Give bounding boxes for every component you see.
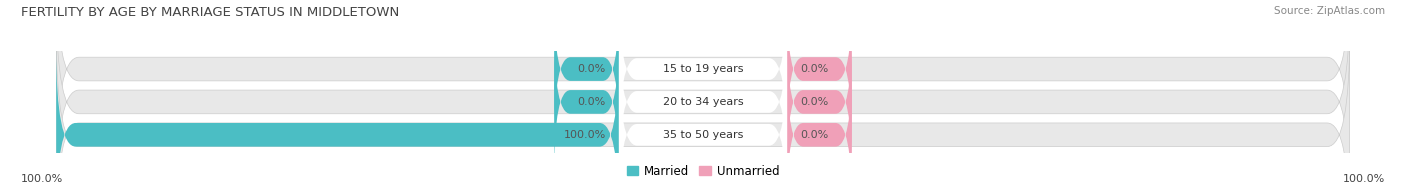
FancyBboxPatch shape	[619, 21, 787, 183]
FancyBboxPatch shape	[56, 48, 619, 196]
FancyBboxPatch shape	[56, 0, 1350, 172]
FancyBboxPatch shape	[787, 32, 852, 172]
Text: 100.0%: 100.0%	[564, 130, 606, 140]
Text: 0.0%: 0.0%	[578, 64, 606, 74]
FancyBboxPatch shape	[56, 0, 1350, 196]
Text: 0.0%: 0.0%	[578, 97, 606, 107]
Legend: Married, Unmarried: Married, Unmarried	[621, 160, 785, 182]
FancyBboxPatch shape	[619, 0, 787, 150]
FancyBboxPatch shape	[619, 54, 787, 196]
Text: 20 to 34 years: 20 to 34 years	[662, 97, 744, 107]
Text: 0.0%: 0.0%	[800, 64, 828, 74]
FancyBboxPatch shape	[787, 64, 852, 196]
Text: FERTILITY BY AGE BY MARRIAGE STATUS IN MIDDLETOWN: FERTILITY BY AGE BY MARRIAGE STATUS IN M…	[21, 6, 399, 19]
FancyBboxPatch shape	[787, 0, 852, 139]
Text: 0.0%: 0.0%	[800, 130, 828, 140]
Text: 100.0%: 100.0%	[1343, 174, 1385, 184]
Text: Source: ZipAtlas.com: Source: ZipAtlas.com	[1274, 6, 1385, 16]
Text: 0.0%: 0.0%	[800, 97, 828, 107]
Text: 15 to 19 years: 15 to 19 years	[662, 64, 744, 74]
Text: 35 to 50 years: 35 to 50 years	[662, 130, 744, 140]
FancyBboxPatch shape	[56, 32, 1350, 196]
Text: 100.0%: 100.0%	[21, 174, 63, 184]
FancyBboxPatch shape	[554, 0, 619, 139]
FancyBboxPatch shape	[554, 32, 619, 172]
